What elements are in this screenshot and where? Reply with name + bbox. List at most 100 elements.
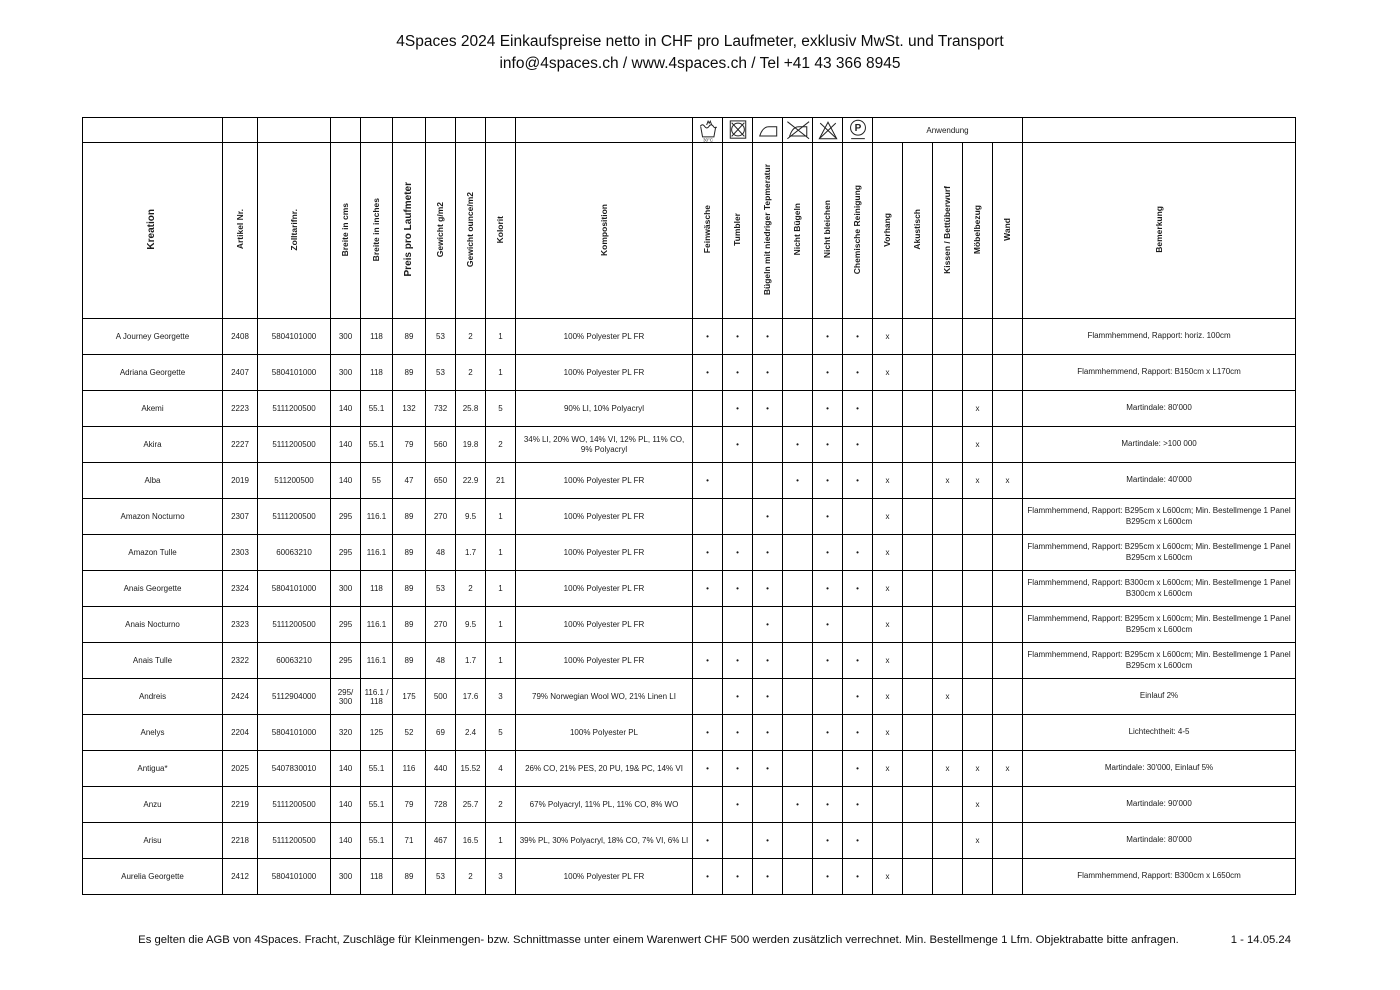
cell-g: 440 [425,750,456,787]
cell-komposition: 100% Polyester PL FR [515,318,693,355]
cell-bemerkung: Martindale: 40'000 [1022,462,1297,499]
cell-cms: 295 [330,498,361,535]
cell-mark-nicht-bleichen: • [812,390,843,427]
cell-mark-chemische-reinigung: • [842,822,873,859]
cell-ounce: 2 [455,858,486,895]
document-title: 4Spaces 2024 Einkaufspreise netto in CHF… [0,31,1400,75]
cell-mark-nicht-b-geln [782,390,813,427]
cell-preis: 52 [392,714,426,751]
empty-header-cell [257,117,331,143]
cell-kreation: Anelys [82,714,223,751]
cell-bemerkung: Martindale: 80'000 [1022,390,1297,427]
cell-cms: 300 [330,570,361,607]
cell-komposition: 100% Polyester PL FR [515,570,693,607]
cell-mark-nicht-bleichen: • [812,606,843,643]
cell-komposition: 100% Polyester PL [515,714,693,751]
cell-artikel: 2025 [222,750,258,787]
column-header-b-geln-mit-niedriger-tepmeratur: Bügeln mit niedriger Tepmeratur [752,142,783,319]
cell-preis: 79 [392,426,426,463]
title-line-1: 4Spaces 2024 Einkaufspreise netto in CHF… [396,33,1004,50]
cell-ounce: 15.52 [455,750,486,787]
cell-mark-vorhang: x [872,750,903,787]
empty-header-cell [515,117,693,143]
cell-cms: 140 [330,426,361,463]
cell-mark-vorhang: x [872,354,903,391]
cell-mark-m-belbezug [962,354,993,391]
cell-bemerkung: Flammhemmend, Rapport: horiz. 100cm [1022,318,1297,355]
cell-cms: 295 [330,642,361,679]
cell-preis: 47 [392,462,426,499]
cell-mark-feinw-sche: • [692,570,723,607]
cell-zoll: 5804101000 [257,570,331,607]
cell-mark-m-belbezug [962,534,993,571]
cell-artikel: 2324 [222,570,258,607]
column-header-m-belbezug: Möbelbezug [962,142,993,319]
cell-zoll: 5111200500 [257,498,331,535]
column-header-nicht-bleichen: Nicht bleichen [812,142,843,319]
cell-mark-m-belbezug [962,678,993,715]
cell-zoll: 5804101000 [257,318,331,355]
cell-mark-chemische-reinigung: • [842,318,873,355]
cell-preis: 71 [392,822,426,859]
table-row: Akira 2227 5111200500 140 55.1 79 560 19.8 2 34% … [82,426,1297,463]
column-header-nicht-b-geln: Nicht Bügeln [782,142,813,319]
table-row: Adriana Georgette 2407 5804101000 300 118 89 5… [82,354,1297,391]
cell-mark-tumbler [722,606,753,643]
cell-ounce: 2 [455,354,486,391]
column-header-preis-pro-laufmeter: Preis pro Laufmeter [392,142,426,319]
cell-mark-feinw-sche [692,498,723,535]
cell-bemerkung: Flammhemmend, Rapport: B295cm x L600cm; … [1022,534,1297,571]
cell-mark-nicht-b-geln: • [782,786,813,823]
cell-mark-b-geln-mit-niedriger-tepmeratur: • [752,606,783,643]
cell-g: 48 [425,642,456,679]
cell-mark-nicht-b-geln [782,318,813,355]
cell-mark-m-belbezug [962,714,993,751]
cell-mark-tumbler [722,498,753,535]
cell-kolorit: 1 [485,642,516,679]
cell-mark-akustisch [902,642,933,679]
cell-mark-b-geln-mit-niedriger-tepmeratur: • [752,858,783,895]
cell-kreation: Amazon Nocturno [82,498,223,535]
cell-mark-chemische-reinigung: • [842,570,873,607]
cell-mark-nicht-bleichen [812,750,843,787]
table-row: Alba 2019 511200500 140 55 47 650 22.9 21 100% Po… [82,462,1297,499]
table-row: Anais Georgette 2324 5804101000 300 118 89 53 2… [82,570,1297,607]
cell-mark-nicht-b-geln [782,606,813,643]
cell-cms: 140 [330,750,361,787]
cell-mark-nicht-bleichen: • [812,858,843,895]
cell-mark-vorhang [872,390,903,427]
cell-bemerkung: Flammhemmend, Rapport: B295cm x L600cm; … [1022,642,1297,679]
cell-kolorit: 1 [485,822,516,859]
cell-artikel: 2019 [222,462,258,499]
cell-mark-chemische-reinigung: • [842,678,873,715]
cell-artikel: 2218 [222,822,258,859]
cell-komposition: 79% Norwegian Wool WO, 21% Linen LI [515,678,693,715]
cell-mark-nicht-b-geln [782,858,813,895]
cell-inches: 118 [360,858,393,895]
cell-artikel: 2204 [222,714,258,751]
cell-komposition: 34% LI, 20% WO, 14% VI, 12% PL, 11% CO, … [515,426,693,463]
cell-mark-feinw-sche: • [692,354,723,391]
cell-mark-b-geln-mit-niedriger-tepmeratur: • [752,534,783,571]
cell-mark-feinw-sche [692,786,723,823]
cell-mark-kissen-bett-berwurf: x [932,750,963,787]
cell-kreation: Akira [82,426,223,463]
cell-inches: 118 [360,570,393,607]
cell-mark-nicht-bleichen: • [812,318,843,355]
table-row: Aurelia Georgette 2412 5804101000 300 118 89 5… [82,858,1297,895]
column-header-akustisch: Akustisch [902,142,933,319]
cell-zoll: 5111200500 [257,822,331,859]
cell-zoll: 5804101000 [257,858,331,895]
cell-mark-nicht-bleichen: • [812,498,843,535]
cell-mark-kissen-bett-berwurf [932,714,963,751]
cell-mark-chemische-reinigung: • [842,714,873,751]
cell-mark-akustisch [902,858,933,895]
cell-mark-nicht-bleichen: • [812,534,843,571]
cell-cms: 295 [330,606,361,643]
cell-kreation: Amazon Tulle [82,534,223,571]
cell-mark-kissen-bett-berwurf [932,642,963,679]
cell-mark-wand [991,498,1024,535]
cell-bemerkung: Martindale: 90'000 [1022,786,1297,823]
cell-mark-nicht-bleichen: • [812,714,843,751]
cell-mark-wand: x [991,462,1024,499]
